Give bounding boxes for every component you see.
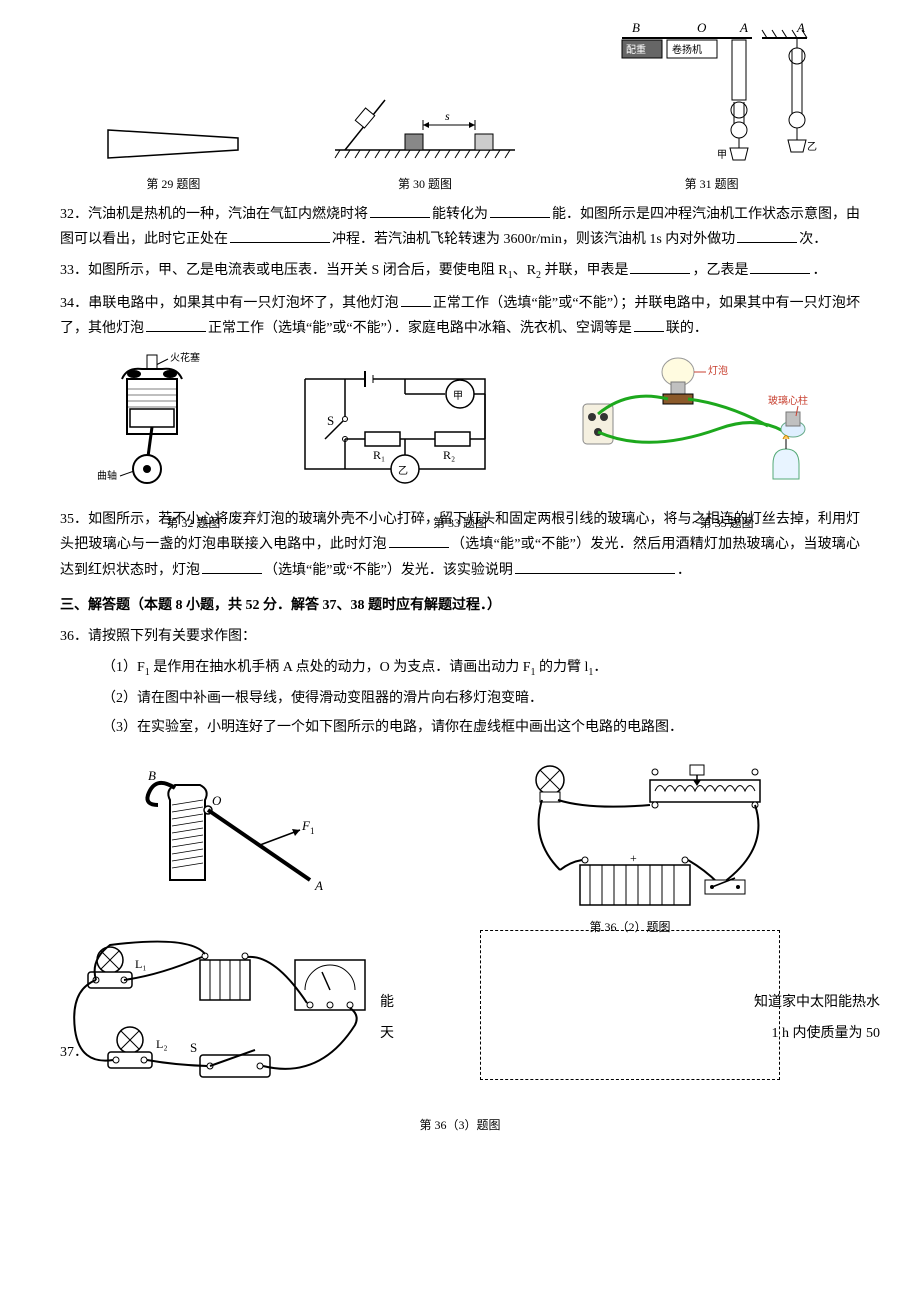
question-34: 34．串联电路中，如果其中有一只灯泡坏了，其他灯泡正常工作（选填“能”或“不能”…	[60, 291, 860, 341]
svg-text:曲轴: 曲轴	[97, 469, 117, 482]
fig36-3-svg: L₁ L₂ S	[60, 930, 420, 1110]
q36-sub2: （2）请在图中补画一根导线，使得滑动变阻器的滑片向右移灯泡变暗．	[60, 686, 860, 711]
fig31-svg: B O A A 配重 卷扬机	[602, 20, 822, 170]
svg-text:卷扬机: 卷扬机	[672, 43, 702, 56]
svg-text:S: S	[327, 413, 334, 428]
question-33: 33．如图所示，甲、乙是电流表或电压表．当开关 S 闭合后，要使电阻 R1、R2…	[60, 258, 860, 285]
svg-text:乙: 乙	[398, 465, 408, 477]
svg-text:A: A	[314, 878, 323, 893]
q32-num: 32．	[60, 207, 88, 222]
svg-text:+: +	[630, 851, 637, 865]
fig30-svg: s	[325, 80, 525, 170]
svg-text:B: B	[148, 768, 156, 783]
svg-text:O: O	[697, 20, 707, 35]
q35-num: 35．	[60, 512, 88, 527]
fig35-svg: 灯泡 玻璃心柱	[568, 354, 828, 494]
figure-36-1: B O A F 1	[130, 750, 350, 920]
fig33-svg: S 甲 R₁ R₂ 乙	[285, 359, 505, 489]
svg-text:灯泡: 灯泡	[708, 364, 728, 377]
fig31-caption: 第 31 题图	[685, 174, 739, 196]
q33-num: 33．	[60, 263, 88, 278]
svg-text:R₁: R₁	[373, 448, 385, 462]
fig36-row1: B O A F 1	[60, 750, 860, 920]
svg-text:甲: 甲	[717, 150, 727, 161]
svg-text:R₂: R₂	[443, 448, 455, 462]
svg-text:配重: 配重	[626, 43, 646, 56]
figure-35: 灯泡 玻璃心柱	[568, 354, 828, 494]
q36-sub3: （3）在实验室，小明连好了一个如下图所示的电路，请你在虚线框中画出这个电路的电路…	[60, 715, 860, 740]
q34-num: 34．	[60, 296, 88, 311]
svg-text:O: O	[212, 793, 222, 808]
section-3-header: 三、解答题（本题 8 小题，共 52 分．解答 37、38 题时应有解题过程．）	[60, 593, 860, 618]
fig36-1-svg: B O A F 1	[130, 750, 350, 920]
fig36-3-caption: 第 36（3）题图	[60, 1115, 860, 1137]
figure-row-top: 第 29 题图	[60, 20, 860, 196]
svg-text:1: 1	[310, 826, 315, 836]
question-36: 36．请按照下列有关要求作图：	[60, 624, 860, 649]
question-35: 35．如图所示，若不小心将废弃灯泡的玻璃外壳不小心打碎，留下灯头和固定两根引线的…	[60, 507, 860, 583]
svg-text:火花塞: 火花塞	[170, 351, 200, 364]
figure-31: B O A A 配重 卷扬机	[602, 20, 822, 196]
figure-36-2: +	[490, 750, 790, 920]
figure-33: S 甲 R₁ R₂ 乙	[285, 359, 505, 489]
figure-29: 第 29 题图	[98, 110, 248, 196]
q37-overlay: 能 知道家中太阳能热水 天 1 h 内使质量为 50	[380, 990, 880, 1046]
label-s: s	[445, 109, 450, 123]
svg-text:甲: 甲	[453, 391, 463, 402]
figure-row-mid: 火花塞 曲轴	[60, 349, 860, 499]
fig36-row2: L₁ L₂ S	[60, 930, 860, 1110]
svg-text:A: A	[739, 20, 748, 35]
svg-text:S: S	[190, 1040, 197, 1055]
svg-text:玻璃心柱: 玻璃心柱	[768, 394, 808, 407]
fig32-svg: 火花塞 曲轴	[92, 349, 222, 499]
fig36-2-svg: +	[490, 750, 790, 920]
svg-text:B: B	[632, 20, 640, 35]
question-35-wrap: 第 32 题图 第 33 题图 第 35 题图 35．如图所示，若不小心将废弃灯…	[60, 507, 860, 583]
svg-text:L₂: L₂	[156, 1037, 168, 1051]
fig36-2-caption: 第 36（2）题图	[589, 917, 670, 939]
figure-30: s 第 30 题图	[325, 80, 525, 196]
figure-36-3: L₁ L₂ S	[60, 930, 420, 1110]
figure-32: 火花塞 曲轴	[92, 349, 222, 499]
q36-num: 36．	[60, 629, 88, 644]
fig29-svg	[98, 110, 248, 170]
svg-text:乙: 乙	[807, 141, 817, 153]
fig29-caption: 第 29 题图	[146, 174, 200, 196]
fig30-caption: 第 30 题图	[398, 174, 452, 196]
svg-text:L₁: L₁	[135, 957, 147, 971]
question-32: 32．汽油机是热机的一种，汽油在气缸内燃烧时将能转化为能．如图所示是四冲程汽油机…	[60, 202, 860, 252]
q36-sub1: （1）F1 是作用在抽水机手柄 A 点处的动力，O 为支点．请画出动力 F1 的…	[60, 655, 860, 682]
